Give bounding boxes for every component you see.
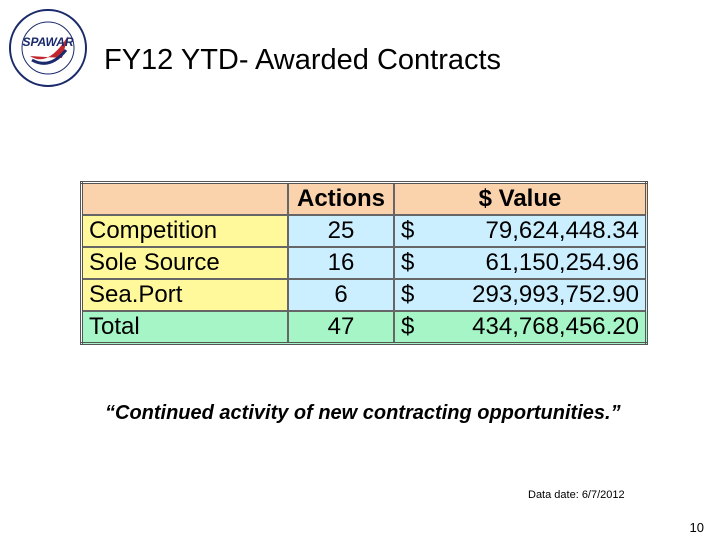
value-amount: 79,624,448.34 bbox=[485, 217, 639, 244]
row-label: Sea.Port bbox=[80, 278, 289, 312]
header-cell: Actions bbox=[287, 181, 395, 216]
row-label: Sole Source bbox=[80, 246, 289, 280]
value-cell: $434,768,456.20 bbox=[393, 310, 648, 345]
currency-sign: $ bbox=[401, 281, 415, 308]
actions-cell: 16 bbox=[287, 246, 395, 280]
data-date: Data date: 6/7/2012 bbox=[528, 489, 625, 501]
title: FY12 YTD- Awarded Contracts bbox=[104, 44, 502, 76]
row-label: Total bbox=[80, 310, 289, 345]
actions-cell: 47 bbox=[287, 310, 395, 345]
currency-sign: $ bbox=[401, 313, 415, 340]
value-amount: 293,993,752.90 bbox=[472, 281, 639, 308]
value-cell: $293,993,752.90 bbox=[393, 278, 648, 312]
currency-sign: $ bbox=[401, 217, 415, 244]
table-row: Total 47 $434,768,456.20 bbox=[80, 310, 648, 345]
currency-sign: $ bbox=[401, 249, 415, 276]
header-row: Actions $ Value bbox=[80, 181, 648, 216]
logo-text: SPAWAR bbox=[22, 35, 73, 49]
value-amount: 434,768,456.20 bbox=[472, 313, 639, 340]
table-row: Sole Source 16 $61,150,254.96 bbox=[80, 246, 648, 280]
actions-cell: 25 bbox=[287, 214, 395, 248]
header-cell: $ Value bbox=[393, 181, 648, 216]
row-label: Competition bbox=[80, 214, 289, 248]
logo: SPAWAR bbox=[9, 9, 87, 87]
value-cell: $61,150,254.96 bbox=[393, 246, 648, 280]
table-body: Actions $ Value Competition 25 $79,624,448… bbox=[80, 181, 648, 345]
value-cell: $79,624,448.34 bbox=[393, 214, 648, 248]
table-row: Competition 25 $79,624,448.34 bbox=[80, 214, 648, 248]
value-amount: 61,150,254.96 bbox=[485, 249, 639, 276]
header-cell bbox=[80, 181, 289, 216]
contracts-table: Actions $ Value Competition 25 $79,624,448… bbox=[80, 181, 648, 345]
actions-cell: 6 bbox=[287, 278, 395, 312]
page-number: 10 bbox=[689, 520, 704, 535]
quote: “Continued activity of new contracting o… bbox=[105, 402, 621, 424]
table-row: Sea.Port 6 $293,993,752.90 bbox=[80, 278, 648, 312]
